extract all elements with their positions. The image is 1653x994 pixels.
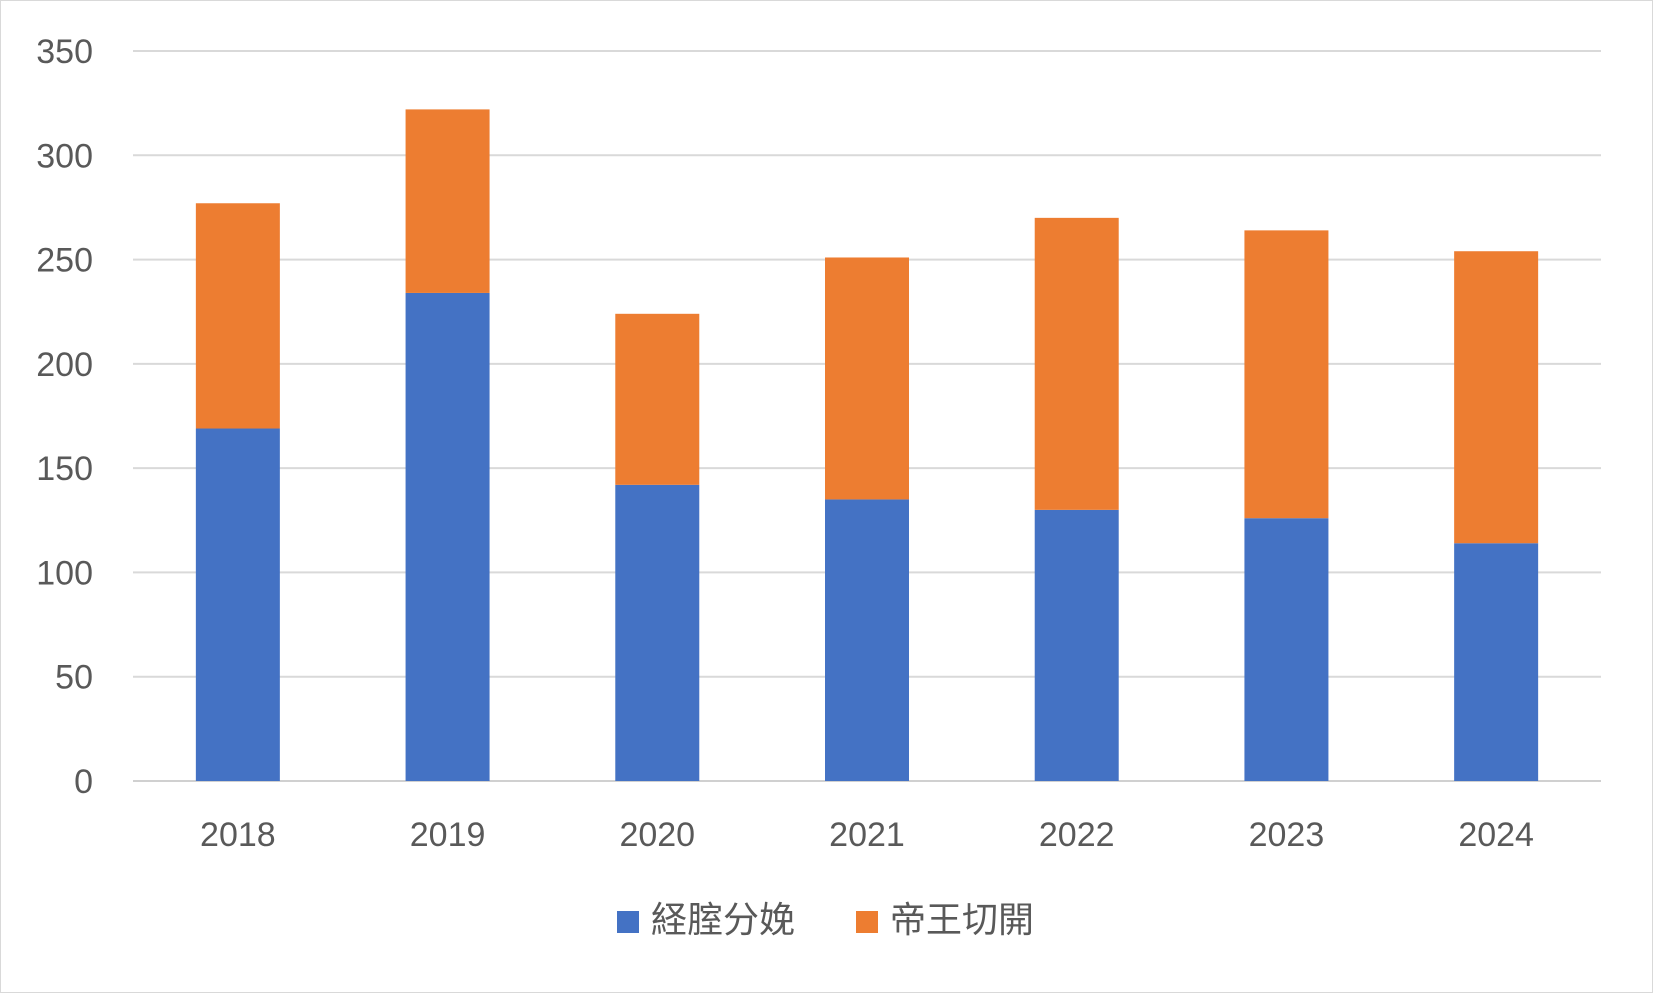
y-axis-tick-labels: 0 50 100 150 200 250 300 350 [36, 33, 93, 801]
y-tick-label: 150 [36, 450, 93, 488]
x-tick-label: 2018 [200, 816, 276, 854]
y-tick-label: 200 [36, 346, 93, 384]
y-tick-label: 350 [36, 33, 93, 71]
y-tick-label: 50 [55, 659, 93, 697]
bars [195, 109, 1539, 781]
bar-segment-vaginal-2022 [1034, 509, 1119, 781]
bar-segment-vaginal-2024 [1454, 543, 1539, 781]
y-tick-label: 0 [74, 763, 93, 801]
bar-segment-cesarean-2018 [195, 203, 280, 429]
legend-label: 帝王切開 [890, 900, 1034, 941]
x-tick-label: 2024 [1458, 816, 1534, 854]
legend: 経腟分娩 帝王切開 [617, 900, 1034, 941]
y-tick-label: 300 [36, 137, 93, 175]
bar-segment-cesarean-2022 [1034, 217, 1119, 510]
bar-segment-cesarean-2019 [405, 109, 490, 293]
bar-segment-cesarean-2023 [1244, 230, 1329, 519]
bar-segment-vaginal-2020 [615, 484, 700, 781]
x-tick-label: 2021 [829, 816, 905, 854]
bar-segment-cesarean-2021 [825, 257, 909, 500]
legend-swatch [856, 911, 878, 933]
bar-segment-cesarean-2024 [1454, 251, 1539, 544]
bar-segment-vaginal-2023 [1244, 518, 1329, 781]
bar-segment-cesarean-2020 [615, 313, 700, 485]
bar-segment-vaginal-2019 [405, 292, 490, 781]
legend-label: 経腟分娩 [651, 900, 795, 941]
y-tick-label: 100 [36, 554, 93, 592]
x-tick-label: 2020 [619, 816, 695, 854]
y-tick-label: 250 [36, 242, 93, 280]
bar-segment-vaginal-2021 [825, 499, 909, 781]
x-tick-label: 2023 [1249, 816, 1325, 854]
bar-segment-vaginal-2018 [195, 428, 280, 781]
x-tick-label: 2022 [1039, 816, 1115, 854]
x-axis-tick-labels: 2018 2019 2020 2021 2022 2023 2024 [200, 816, 1534, 854]
x-tick-label: 2019 [410, 816, 486, 854]
legend-swatch [617, 911, 639, 933]
